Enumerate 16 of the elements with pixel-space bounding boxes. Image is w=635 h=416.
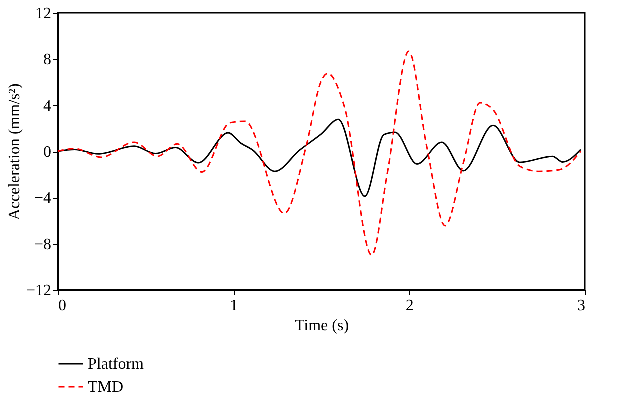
y-axis-title: Acceleration (mm/s²) <box>6 84 24 220</box>
x-tick-label: 2 <box>406 298 414 314</box>
x-tick-label: 1 <box>230 298 238 314</box>
y-tick-label: 4 <box>44 98 52 115</box>
y-tick-label: −12 <box>26 282 52 300</box>
y-tick-label: −4 <box>34 190 52 208</box>
x-tick-label: 0 <box>58 298 66 314</box>
legend-label: Platform <box>88 356 145 373</box>
legend-label: TMD <box>88 379 124 396</box>
x-axis-title: Time (s) <box>294 318 350 334</box>
x-tick-label: 3 <box>578 298 586 314</box>
y-tick-label: −8 <box>34 236 52 254</box>
y-tick-label: 0 <box>44 144 52 161</box>
line-series <box>57 50 582 256</box>
y-tick-label: 8 <box>44 52 52 69</box>
y-tick-label: 12 <box>36 6 52 22</box>
